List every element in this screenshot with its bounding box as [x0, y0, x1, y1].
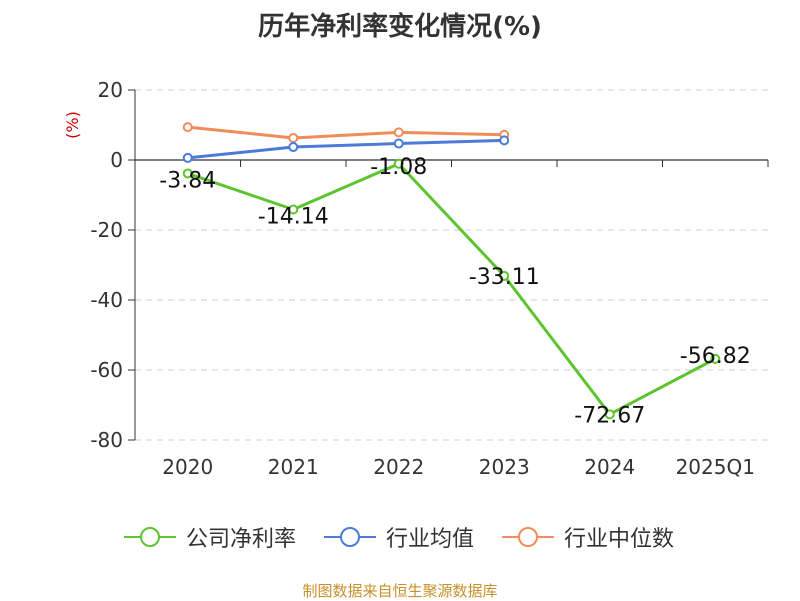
legend: 公司净利率 行业均值 行业中位数 [0, 520, 800, 554]
legend-item-industry-median[interactable]: 行业中位数 [500, 520, 674, 554]
data-label: -56.82 [680, 344, 751, 369]
series-line-0 [187, 162, 716, 416]
data-label: -72.67 [574, 403, 645, 428]
data-source-note: 制图数据来自恒生聚源数据库 [302, 582, 498, 600]
legend-label-industry-avg: 行业均值 [386, 527, 475, 552]
series-line-2 [187, 125, 505, 140]
series-line-1 [187, 138, 505, 160]
data-label: -33.11 [469, 265, 540, 290]
x-tick-label: 2025Q1 [676, 455, 755, 479]
y-axis-unit: (%) [63, 111, 82, 139]
x-tick-label: 2023 [479, 455, 530, 479]
x-tick-label: 2020 [162, 455, 213, 479]
legend-marker-company [124, 527, 176, 547]
series-point-1[interactable] [288, 142, 299, 153]
x-tick-label: 2022 [373, 455, 424, 479]
series-point-0[interactable] [710, 353, 721, 364]
chart-title: 历年净利率变化情况(%) [258, 12, 542, 42]
data-label: -14.14 [258, 204, 329, 229]
legend-marker-industry-median [502, 527, 554, 547]
series-point-2[interactable] [393, 127, 404, 138]
legend-label-industry-median: 行业中位数 [564, 527, 675, 552]
series-point-0[interactable] [288, 204, 299, 215]
data-label: -3.84 [159, 168, 216, 193]
y-tick-label: -60 [90, 358, 123, 382]
y-tick-label: -40 [90, 288, 123, 312]
legend-item-company[interactable]: 公司净利率 [122, 520, 296, 554]
series-point-1[interactable] [499, 135, 510, 146]
x-tick-label: 2024 [584, 455, 635, 479]
series-point-1[interactable] [393, 138, 404, 149]
series-point-0[interactable] [182, 168, 193, 179]
y-tick-label: 0 [110, 148, 123, 172]
legend-marker-industry-avg [324, 527, 376, 547]
series-point-2[interactable] [182, 122, 193, 133]
series-point-0[interactable] [604, 409, 615, 420]
data-label: -1.08 [370, 155, 427, 180]
series-point-1[interactable] [182, 152, 193, 163]
legend-item-industry-avg[interactable]: 行业均值 [322, 520, 474, 554]
series-point-0[interactable] [393, 158, 404, 169]
y-tick-label: -80 [90, 428, 123, 452]
series-point-0[interactable] [499, 270, 510, 281]
legend-label-company: 公司净利率 [186, 527, 297, 552]
y-tick-label: 20 [98, 78, 123, 102]
x-tick-label: 2021 [268, 455, 319, 479]
series-point-2[interactable] [288, 132, 299, 143]
y-tick-label: -20 [90, 218, 123, 242]
